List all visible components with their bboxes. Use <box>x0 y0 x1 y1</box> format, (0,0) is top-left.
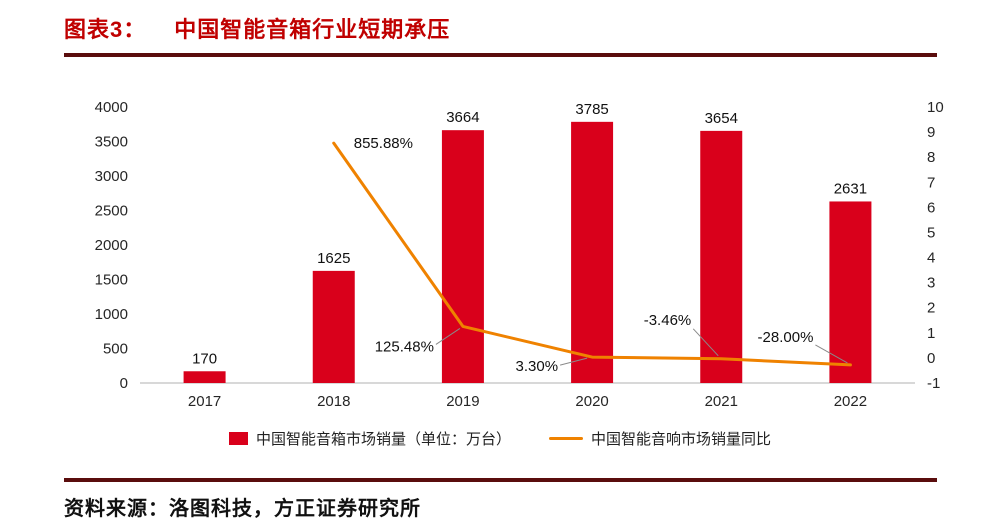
source-note: 资料来源：洛图科技，方正证券研究所 <box>64 498 421 520</box>
bar-value-label: 3654 <box>705 110 738 127</box>
left-axis-tick: 500 <box>103 341 128 358</box>
right-axis-tick: 3 <box>927 275 935 292</box>
line-value-label: 125.48% <box>375 338 434 355</box>
left-axis-tick: 2000 <box>95 237 128 254</box>
right-axis-tick: 1 <box>927 325 935 342</box>
bar-value-label: 170 <box>192 350 217 367</box>
right-axis-tick: 10 <box>927 99 944 116</box>
left-axis-tick: 4000 <box>95 99 128 116</box>
divider-bottom <box>64 478 937 482</box>
bar <box>700 130 743 383</box>
x-axis-category-label: 2019 <box>446 393 479 410</box>
legend-bar-label: 中国智能音箱市场销量（单位：万台） <box>255 431 511 448</box>
bar <box>441 130 484 383</box>
label-leader-line <box>692 328 719 357</box>
label-leader-line <box>435 328 461 345</box>
left-axis-tick: 3500 <box>95 134 128 151</box>
left-axis-tick: 2500 <box>95 203 128 220</box>
bar-value-label: 3785 <box>575 101 608 118</box>
figure-label: 图表3： <box>64 17 147 42</box>
figure-title-row: 图表3： 中国智能音箱行业短期承压 <box>64 12 450 44</box>
right-axis-tick: -1 <box>927 375 940 392</box>
line-value-label: -3.46% <box>644 312 692 329</box>
right-axis-tick: 5 <box>927 224 935 241</box>
bar <box>183 371 226 383</box>
x-axis-category-label: 2017 <box>188 393 221 410</box>
x-axis-category-label: 2018 <box>317 393 350 410</box>
line-value-label: 855.88% <box>354 135 413 152</box>
legend-line-label: 中国智能音响市场销量同比 <box>591 431 772 448</box>
bar-value-label: 3664 <box>446 109 479 126</box>
bar-value-label: 1625 <box>317 250 350 267</box>
left-axis-tick: 3000 <box>95 168 128 185</box>
label-leader-line <box>815 344 848 364</box>
right-axis-tick: 6 <box>927 199 935 216</box>
x-axis-category-label: 2020 <box>575 393 608 410</box>
bar-value-label: 2631 <box>834 180 867 197</box>
legend-item-line: 中国智能音响市场销量同比 <box>549 428 771 449</box>
right-axis-tick: 9 <box>927 124 935 141</box>
legend-bar-swatch <box>228 432 248 445</box>
x-axis-category-label: 2022 <box>834 393 867 410</box>
right-axis-tick: 2 <box>927 300 935 317</box>
chart-legend: 中国智能音箱市场销量（单位：万台） 中国智能音响市场销量同比 <box>0 428 1000 449</box>
bar <box>312 270 355 383</box>
legend-item-bars: 中国智能音箱市场销量（单位：万台） <box>228 428 511 449</box>
right-axis-tick: 0 <box>927 350 935 367</box>
divider-top <box>64 53 937 57</box>
right-axis-tick: 7 <box>927 174 935 191</box>
line-series <box>332 141 852 367</box>
left-axis-tick: 1000 <box>95 306 128 323</box>
bar <box>571 121 614 384</box>
x-axis-category-label: 2021 <box>705 393 738 410</box>
right-axis-tick: 4 <box>927 250 935 267</box>
legend-line-swatch <box>549 437 583 440</box>
line-value-label: -28.00% <box>758 329 814 346</box>
bar <box>829 201 872 383</box>
label-leader-line <box>559 357 588 366</box>
chart-title: 中国智能音箱行业短期承压 <box>174 17 451 42</box>
left-axis-tick: 0 <box>120 375 128 392</box>
right-axis-tick: 8 <box>927 149 935 166</box>
left-axis-tick: 1500 <box>95 272 128 289</box>
line-value-label: 3.30% <box>516 358 559 375</box>
